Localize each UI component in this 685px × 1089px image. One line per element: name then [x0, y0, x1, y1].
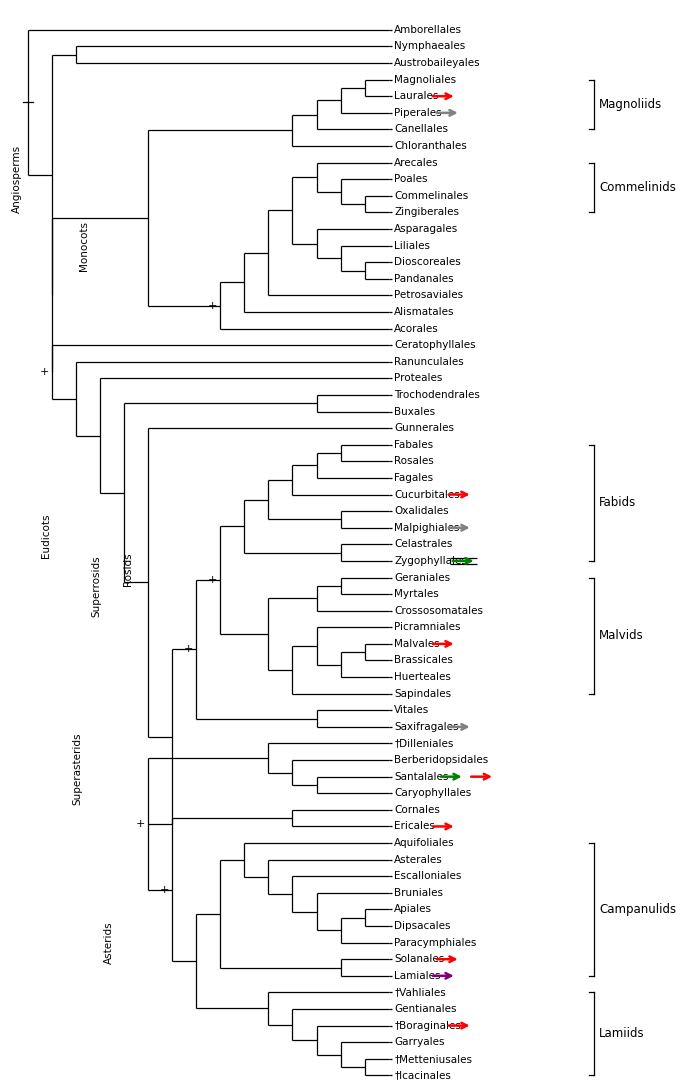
Text: Fagales: Fagales: [395, 473, 434, 482]
Text: Cornales: Cornales: [395, 805, 440, 815]
Text: Myrtales: Myrtales: [395, 589, 439, 599]
Text: Dioscoreales: Dioscoreales: [395, 257, 461, 267]
Text: Proteales: Proteales: [395, 374, 443, 383]
Text: Commelinids: Commelinids: [599, 181, 676, 194]
Text: Brassicales: Brassicales: [395, 656, 453, 665]
Text: Vitales: Vitales: [395, 706, 429, 715]
Text: Gunnerales: Gunnerales: [395, 424, 454, 433]
Text: Lamiales: Lamiales: [395, 970, 441, 981]
Text: Escalloniales: Escalloniales: [395, 871, 462, 881]
Text: Malvids: Malvids: [599, 629, 644, 643]
Text: †Icacinales: †Icacinales: [395, 1070, 451, 1080]
Text: Zygophyllales: Zygophyllales: [395, 555, 467, 566]
Text: Acorales: Acorales: [395, 323, 439, 333]
Text: Alismatales: Alismatales: [395, 307, 455, 317]
Text: +: +: [40, 367, 49, 377]
Text: Buxales: Buxales: [395, 406, 436, 417]
Text: Liliales: Liliales: [395, 241, 430, 250]
Text: Apiales: Apiales: [395, 905, 432, 915]
Text: +: +: [160, 884, 169, 895]
Text: Monocots: Monocots: [79, 221, 89, 270]
Text: Superasterids: Superasterids: [73, 732, 82, 805]
Text: Asterids: Asterids: [104, 921, 114, 964]
Text: Petrosaviales: Petrosaviales: [395, 291, 464, 301]
Text: Gentianales: Gentianales: [395, 1004, 457, 1014]
Text: +: +: [208, 301, 217, 310]
Text: Malvales: Malvales: [395, 639, 440, 649]
Text: +: +: [184, 645, 193, 654]
Text: Zingiberales: Zingiberales: [395, 207, 460, 218]
Text: †Dilleniales: †Dilleniales: [395, 738, 453, 748]
Text: Amborellales: Amborellales: [395, 25, 462, 35]
Text: Arecales: Arecales: [395, 158, 439, 168]
Text: Santalales: Santalales: [395, 772, 449, 782]
Text: Trochodendrales: Trochodendrales: [395, 390, 480, 400]
Text: †Metteniusales: †Metteniusales: [395, 1054, 473, 1064]
Text: Chloranthales: Chloranthales: [395, 142, 467, 151]
Text: Rosales: Rosales: [395, 456, 434, 466]
Text: Ceratophyllales: Ceratophyllales: [395, 340, 476, 351]
Text: Oxalidales: Oxalidales: [395, 506, 449, 516]
Text: Laurales: Laurales: [395, 91, 438, 101]
Text: +: +: [136, 819, 145, 829]
Text: Bruniales: Bruniales: [395, 888, 443, 897]
Text: Dipsacales: Dipsacales: [395, 921, 451, 931]
Text: +: +: [208, 575, 217, 585]
Text: Superrosids: Superrosids: [91, 555, 101, 616]
Text: Canellales: Canellales: [395, 124, 449, 134]
Text: Rosids: Rosids: [123, 552, 133, 586]
Text: Aquifoliales: Aquifoliales: [395, 839, 455, 848]
Text: Piperales: Piperales: [395, 108, 442, 118]
Text: Pandanales: Pandanales: [395, 273, 454, 284]
Text: Asparagales: Asparagales: [395, 224, 458, 234]
Text: †Vahliales: †Vahliales: [395, 988, 446, 998]
Text: Crossosomatales: Crossosomatales: [395, 605, 484, 615]
Text: Magnoliids: Magnoliids: [599, 98, 662, 111]
Text: Ericales: Ericales: [395, 821, 435, 832]
Text: Sapindales: Sapindales: [395, 688, 451, 699]
Text: Asterales: Asterales: [395, 855, 443, 865]
Text: Nymphaeales: Nymphaeales: [395, 41, 466, 51]
Text: Campanulids: Campanulids: [599, 903, 676, 916]
Text: Solanales: Solanales: [395, 954, 445, 964]
Text: Eudicots: Eudicots: [41, 514, 51, 559]
Text: Fabids: Fabids: [599, 497, 636, 510]
Text: Saxifragales: Saxifragales: [395, 722, 459, 732]
Text: Garryales: Garryales: [395, 1037, 445, 1048]
Text: Ranunculales: Ranunculales: [395, 357, 464, 367]
Text: Cucurbitales: Cucurbitales: [395, 490, 460, 500]
Text: Angiosperms: Angiosperms: [12, 145, 22, 213]
Text: Huerteales: Huerteales: [395, 672, 451, 682]
Text: †Boraginales: †Boraginales: [395, 1020, 461, 1030]
Text: Berberidopsidales: Berberidopsidales: [395, 755, 488, 766]
Text: Magnoliales: Magnoliales: [395, 75, 456, 85]
Text: Lamiids: Lamiids: [599, 1027, 645, 1040]
Text: Poales: Poales: [395, 174, 428, 184]
Text: Fabales: Fabales: [395, 440, 434, 450]
Text: Austrobaileyales: Austrobaileyales: [395, 58, 481, 68]
Text: Paracymphiales: Paracymphiales: [395, 938, 477, 947]
Text: Commelinales: Commelinales: [395, 191, 469, 200]
Text: Malpighiales: Malpighiales: [395, 523, 460, 533]
Text: Celastrales: Celastrales: [395, 539, 453, 549]
Text: Picramniales: Picramniales: [395, 622, 461, 633]
Text: Caryophyllales: Caryophyllales: [395, 788, 471, 798]
Text: Geraniales: Geraniales: [395, 573, 451, 583]
